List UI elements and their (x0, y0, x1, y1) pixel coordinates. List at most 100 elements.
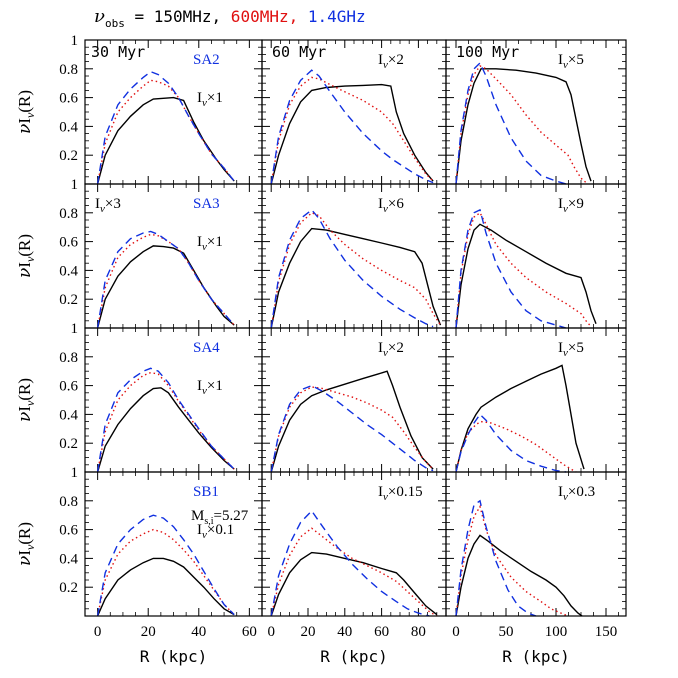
nu-symbol: ν (94, 6, 105, 27)
scale-annotation: Iν×1 (197, 378, 223, 397)
series-1.4GHz-line (455, 208, 567, 329)
series-150MHz-line (270, 551, 438, 617)
panel-frame (261, 183, 447, 329)
series-150MHz-line (96, 387, 235, 473)
series-150MHz-line (455, 68, 592, 185)
x-axis: 0 20 40 60 R (kpc) 0 20 40 60 80 R (kpc) 0 50 100 150 R… (94, 624, 617, 666)
series-150MHz-line (455, 534, 583, 617)
x-axis-title: R (kpc) (140, 647, 207, 666)
column-title: 30 Myr (91, 43, 145, 61)
x-tick-label: 0 (94, 624, 102, 640)
panel-frame (84, 471, 263, 617)
series-600MHz-line (96, 371, 235, 473)
y-tick-label: 0.2 (59, 148, 78, 164)
x-tick-label: 50 (499, 624, 514, 640)
x-tick-label: 20 (141, 624, 156, 640)
series-600MHz-line (455, 420, 577, 473)
series-150MHz-line (270, 227, 442, 329)
scale-annotation: Iν×1 (197, 234, 223, 253)
y-tick-label: 0.8 (59, 494, 78, 510)
x-tick-label: 60 (242, 624, 257, 640)
scale-annotation: Iν×0.3 (558, 484, 595, 503)
panel-r2-c1: Iν×2 (261, 327, 447, 473)
panel-r1-c1: Iν×6 (261, 183, 447, 329)
series-150MHz-line (455, 364, 585, 473)
x-axis-title: R (kpc) (320, 647, 387, 666)
series-600MHz-line (455, 65, 587, 185)
y-tick-label: 1 (71, 33, 79, 49)
y-tick-label: 0.2 (59, 292, 78, 308)
series-1.4GHz-line (270, 69, 434, 185)
series-600MHz-line (270, 527, 438, 617)
series-1.4GHz-line (270, 384, 434, 473)
equals-sign: = (125, 7, 154, 26)
y-tick-label: 1 (71, 321, 79, 337)
y-tick-label: 1 (71, 177, 79, 193)
y-tick-label: 0.4 (59, 551, 78, 567)
panel-r3-c0: Iν×0.1 SB1 Ms,i=5.27 (84, 471, 263, 617)
panel-r2-c2: Iν×5 (445, 327, 627, 473)
x-tick-label: 0 (267, 624, 275, 640)
scale-annotation: Iν×6 (378, 196, 404, 215)
y-tick-label: 0.8 (59, 350, 78, 366)
column-title: 100 Myr (456, 43, 519, 61)
scale-annotation: Iν×0.15 (378, 484, 423, 503)
x-tick-label: 60 (374, 624, 389, 640)
x-tick-label: 0 (452, 624, 460, 640)
legend-freq-2: 1.4GHz (298, 7, 365, 26)
series-1.4GHz-line (96, 230, 235, 329)
legend-freq-1: 600MHz, (221, 7, 298, 26)
panel-r1-c2: Iν×9 (445, 183, 627, 329)
scale-annotation: Iν×0.1 (197, 522, 234, 541)
legend-freq-0: 150MHz, (154, 7, 221, 26)
y-axis-title: νIν(R) (15, 234, 37, 278)
model-label: SA4 (193, 340, 220, 356)
panel-r0-c0: Iν×1 SA2 30 Myr (84, 39, 263, 185)
series-150MHz-line (96, 96, 235, 185)
y-tick-label: 0.4 (59, 263, 78, 279)
series-150MHz-line (455, 223, 597, 329)
panel-r0-c1: Iν×2 60 Myr (261, 39, 447, 185)
x-axis-title: R (kpc) (502, 647, 569, 666)
series-150MHz-line (270, 370, 434, 473)
mass-annotation: Ms,i=5.27 (191, 508, 249, 527)
x-tick-label: 80 (411, 624, 426, 640)
y-tick-label: 0.8 (59, 206, 78, 222)
y-tick-label: 0.6 (59, 523, 78, 539)
series-600MHz-line (270, 211, 442, 329)
panel-frame (84, 39, 263, 185)
panel-frame (445, 39, 627, 185)
y-tick-label: 1 (71, 465, 79, 481)
series-600MHz-line (96, 528, 235, 617)
series-1.4GHz-line (455, 499, 537, 617)
y-axis-title: νIν(R) (15, 378, 37, 422)
y-tick-label: 0.8 (59, 62, 78, 78)
scale-annotation: Iν×2 (378, 52, 404, 71)
panel-frame (445, 327, 627, 473)
y-tick-label: 0.6 (59, 235, 78, 251)
scale-annotation: Iν×5 (558, 52, 584, 71)
y-tick-label: 0.4 (59, 119, 78, 135)
x-tick-label: 40 (191, 624, 206, 640)
y-tick-label: 0.6 (59, 379, 78, 395)
scale-annotation: Iν×9 (558, 196, 584, 215)
series-1.4GHz-line (270, 208, 434, 329)
series-1.4GHz-line (96, 514, 235, 617)
scale-annotation-extra: Iν×3 (95, 196, 121, 215)
scale-annotation: Iν×5 (558, 340, 584, 359)
series-1.4GHz-line (96, 367, 235, 473)
series-600MHz-line (455, 211, 592, 329)
model-label: SA3 (193, 196, 220, 212)
panel-r0-c2: Iν×5 100 Myr (445, 39, 627, 185)
y-axis-title: νIν(R) (15, 90, 37, 134)
series-600MHz-line (96, 79, 235, 185)
panel-frame (445, 183, 627, 329)
series-1.4GHz-line (96, 70, 235, 185)
frequency-legend-text: νobs = 150MHz, 600MHz, 1.4GHz (94, 6, 366, 30)
panel-r3-c2: Iν×0.3 (445, 471, 627, 617)
y-tick-label: 0.6 (59, 91, 78, 107)
series-600MHz-line (455, 504, 569, 617)
scale-annotation: Iν×1 (197, 90, 223, 109)
